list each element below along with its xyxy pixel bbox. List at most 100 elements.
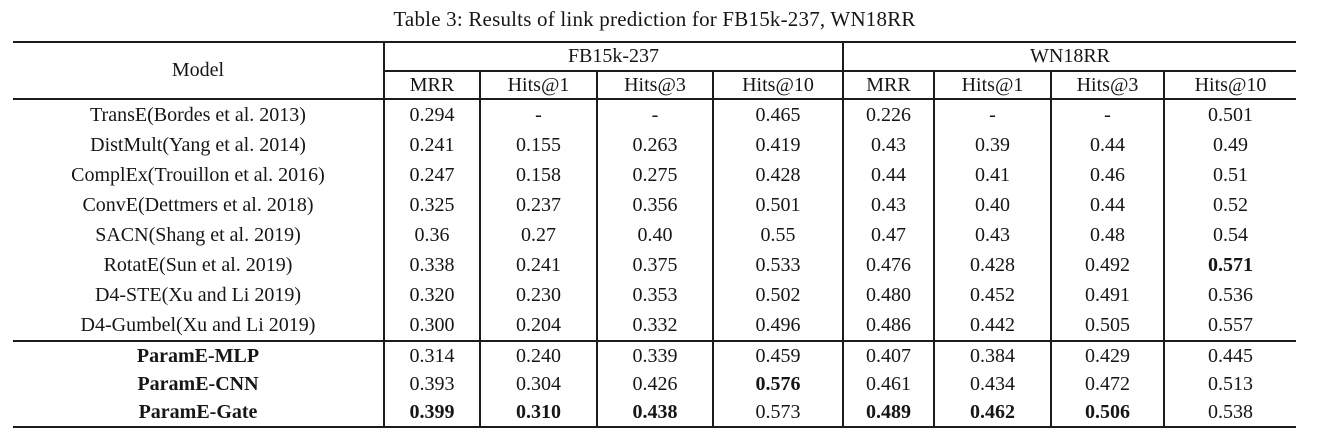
col-header-wn-mrr: MRR [842, 71, 934, 100]
model-cell: SACN(Shang et al. 2019) [95, 223, 301, 246]
metric-cell: 0.39 [933, 130, 1051, 160]
row-distmult: DistMult(Yang et al. 2014) 0.241 0.155 0… [13, 130, 1296, 160]
metric-cell: 0.513 [1163, 370, 1296, 398]
metric-cell: 0.338 [383, 250, 480, 280]
metric-cell: 0.230 [479, 280, 597, 310]
metric-cell: 0.557 [1163, 310, 1296, 341]
model-cell: DistMult(Yang et al. 2014) [90, 133, 306, 156]
model-cell: ParamE-Gate [138, 400, 258, 423]
metric-cell: 0.48 [1050, 220, 1164, 250]
row-rotate: RotatE(Sun et al. 2019) 0.338 0.241 0.37… [13, 250, 1296, 280]
metric-cell: 0.445 [1163, 340, 1296, 370]
metric-cell: 0.55 [712, 220, 843, 250]
metric-cell-best: 0.489 [842, 398, 934, 427]
row-d4-gumbel: D4-Gumbel(Xu and Li 2019) 0.300 0.204 0.… [13, 310, 1296, 341]
row-parame-gate: ParamE-Gate 0.399 0.310 0.438 0.573 0.48… [13, 398, 1296, 427]
metric-cell-best: 0.310 [479, 398, 597, 427]
metric-cell: 0.40 [933, 190, 1051, 220]
metric-cell: - [596, 99, 713, 130]
metric-cell: 0.247 [383, 160, 480, 190]
metric-cell: 0.536 [1163, 280, 1296, 310]
metric-cell: 0.459 [712, 340, 843, 370]
metric-cell: 0.426 [596, 370, 713, 398]
metric-cell: 0.428 [712, 160, 843, 190]
metric-cell: 0.501 [1163, 99, 1296, 130]
metric-cell-best: 0.571 [1163, 250, 1296, 280]
metric-cell: 0.332 [596, 310, 713, 341]
col-header-wn-hits1: Hits@1 [933, 71, 1051, 100]
metric-cell: 0.442 [933, 310, 1051, 341]
metric-cell: 0.49 [1163, 130, 1296, 160]
model-cell: ConvE(Dettmers et al. 2018) [82, 193, 314, 216]
metric-cell: 0.533 [712, 250, 843, 280]
metric-cell-best: 0.462 [933, 398, 1051, 427]
metric-cell: 0.502 [712, 280, 843, 310]
metric-cell: 0.44 [1050, 130, 1164, 160]
metric-cell: 0.41 [933, 160, 1051, 190]
metric-cell: 0.573 [712, 398, 843, 427]
metric-cell: 0.263 [596, 130, 713, 160]
metric-cell: 0.538 [1163, 398, 1296, 427]
row-transe: TransE(Bordes et al. 2013) 0.294 - - 0.4… [13, 99, 1296, 130]
metric-cell: 0.304 [479, 370, 597, 398]
metric-cell: 0.465 [712, 99, 843, 130]
row-sacn: SACN(Shang et al. 2019) 0.36 0.27 0.40 0… [13, 220, 1296, 250]
metric-cell: - [479, 99, 597, 130]
metric-cell: 0.353 [596, 280, 713, 310]
model-cell: ParamE-MLP [13, 340, 384, 370]
metric-cell: 0.241 [383, 130, 480, 160]
header-metric-row: MRR Hits@1 Hits@3 Hits@10 MRR Hits@1 Hit… [13, 71, 1296, 100]
metric-cell-best: 0.576 [712, 370, 843, 398]
metric-cell: 0.356 [596, 190, 713, 220]
metric-cell: 0.476 [842, 250, 934, 280]
metric-cell: 0.407 [842, 340, 934, 370]
metric-cell: 0.428 [933, 250, 1051, 280]
metric-cell: 0.52 [1163, 190, 1296, 220]
metric-cell-best: 0.506 [1050, 398, 1164, 427]
metric-cell: 0.294 [383, 99, 480, 130]
metric-cell: 0.240 [479, 340, 597, 370]
results-table: Model FB15k-237 WN18RR MRR Hits@1 Hits@3… [13, 41, 1296, 428]
metric-cell: 0.44 [842, 160, 934, 190]
model-cell: ComplEx(Trouillon et al. 2016) [71, 163, 325, 186]
row-conve: ConvE(Dettmers et al. 2018) 0.325 0.237 … [13, 190, 1296, 220]
model-cell: D4-STE(Xu and Li 2019) [94, 283, 302, 306]
metric-cell: 0.393 [383, 370, 480, 398]
metric-cell: 0.300 [383, 310, 480, 341]
metric-cell: 0.461 [842, 370, 934, 398]
row-complex: ComplEx(Trouillon et al. 2016) 0.247 0.1… [13, 160, 1296, 190]
metric-cell: 0.27 [479, 220, 597, 250]
col-header-fb-mrr: MRR [383, 71, 480, 100]
metric-cell: - [933, 99, 1051, 130]
col-header-fb-hits10: Hits@10 [712, 71, 843, 100]
metric-cell: 0.46 [1050, 160, 1164, 190]
metric-cell: 0.43 [842, 190, 934, 220]
metric-cell: 0.40 [596, 220, 713, 250]
col-header-fb-hits1: Hits@1 [479, 71, 597, 100]
metric-cell: 0.158 [479, 160, 597, 190]
metric-cell: 0.54 [1163, 220, 1296, 250]
metric-cell: 0.419 [712, 130, 843, 160]
metric-cell: 0.492 [1050, 250, 1164, 280]
metric-cell: 0.204 [479, 310, 597, 341]
metric-cell: 0.43 [933, 220, 1051, 250]
model-cell: ParamE-CNN [137, 372, 259, 395]
col-header-fb-hits3: Hits@3 [596, 71, 713, 100]
metric-cell: 0.314 [383, 340, 480, 370]
metric-cell: 0.491 [1050, 280, 1164, 310]
row-d4-ste: D4-STE(Xu and Li 2019) 0.320 0.230 0.353… [13, 280, 1296, 310]
metric-cell: 0.241 [479, 250, 597, 280]
metric-cell: 0.486 [842, 310, 934, 341]
metric-cell: 0.505 [1050, 310, 1164, 341]
metric-cell: - [1050, 99, 1164, 130]
metric-cell: 0.480 [842, 280, 934, 310]
metric-cell: 0.501 [712, 190, 843, 220]
metric-cell: 0.47 [842, 220, 934, 250]
metric-cell-best: 0.399 [383, 398, 480, 427]
metric-cell: 0.325 [383, 190, 480, 220]
col-group-fb15k-237: FB15k-237 [383, 42, 843, 72]
header-group-row: Model FB15k-237 WN18RR [13, 42, 1296, 100]
metric-cell: 0.155 [479, 130, 597, 160]
col-group-wn18rr: WN18RR [842, 42, 1296, 72]
model-cell: TransE(Bordes et al. 2013) [90, 103, 306, 126]
